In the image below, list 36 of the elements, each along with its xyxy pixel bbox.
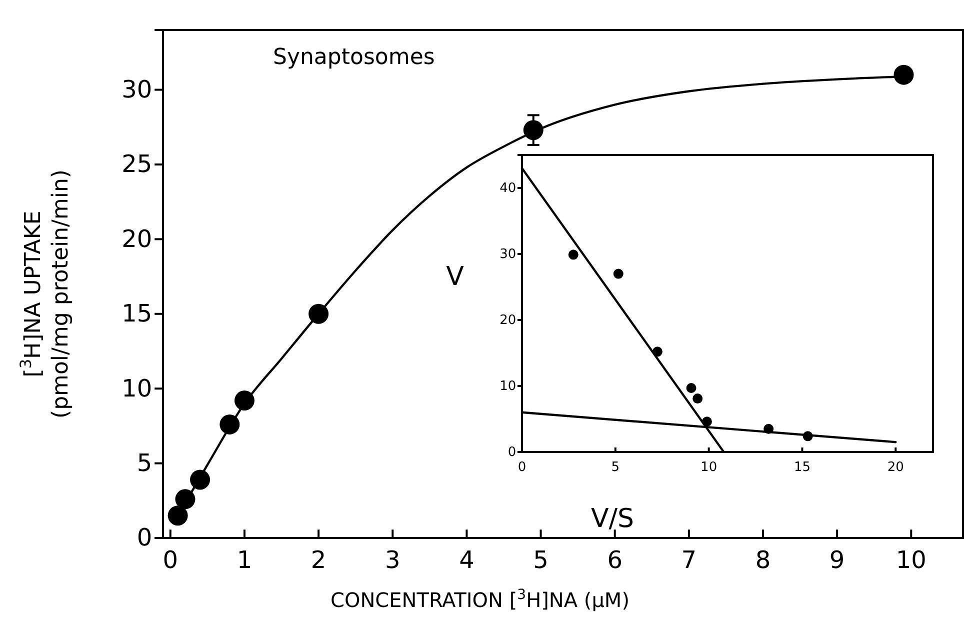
y-tick-label: 20	[122, 224, 152, 253]
y-tick-label: 15	[122, 300, 152, 328]
point	[613, 268, 624, 279]
x-tick-label: 8	[755, 546, 771, 574]
y-tick-label: 30	[122, 75, 152, 104]
x-tick-label: 9	[829, 546, 845, 574]
x-tick-label: 1	[236, 546, 252, 574]
y-tick-label: 30	[500, 247, 516, 262]
x-tick-label: 3	[384, 546, 400, 574]
y-tick-label: 10	[122, 374, 152, 402]
point	[168, 506, 188, 526]
y-tick-label: 0	[508, 445, 516, 460]
x-tick-label: 10	[700, 460, 718, 475]
x-tick-label: 7	[681, 546, 697, 574]
x-tick-label: 0	[162, 546, 178, 574]
x-tick-label: 10	[896, 546, 926, 574]
x-tick-label: 4	[459, 546, 474, 574]
point	[692, 394, 703, 404]
y-tick-label: 25	[122, 150, 152, 178]
x-axis-title: CONCENTRATION [$^{3}$H]NA (μM)	[330, 587, 630, 612]
x-tick-label: 20	[887, 460, 904, 475]
text: Synaptosomes	[273, 45, 435, 70]
x-axis-title: V/S	[590, 504, 634, 534]
x-tick-label: 2	[310, 546, 326, 574]
y-tick-label: 10	[500, 379, 516, 394]
y-tick-label: 20	[500, 313, 516, 328]
x-tick-label: 5	[611, 460, 620, 475]
x-tick-label: 5	[533, 546, 548, 574]
y-axis-title: V	[446, 262, 464, 292]
x-tick-label: 15	[794, 460, 810, 475]
x-tick-label: 6	[607, 546, 622, 574]
y-tick-label: 40	[500, 181, 516, 196]
y-tick-label: 0	[136, 524, 152, 552]
point	[568, 250, 578, 260]
x-tick-label: 0	[518, 460, 526, 475]
point	[686, 382, 696, 393]
